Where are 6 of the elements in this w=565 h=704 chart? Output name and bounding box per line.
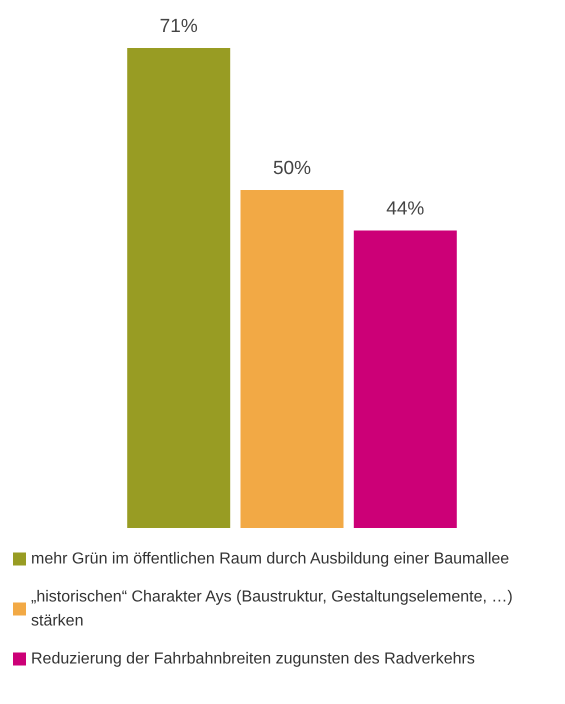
legend-label: mehr Grün im öffentlichen Raum durch Ausbildung einer Baumallee [31,550,510,568]
legend-label: „historischen“ Charakter Ays (Baustruktur, Gestaltungselemente, …) stärken [31,588,518,630]
data-label: 71% [160,16,198,37]
data-label: 44% [386,198,424,220]
data-label: 50% [272,158,312,179]
legend-label: Reduzierung der Fahrbahnbreiten zugunsten des Radverkehrs [31,650,475,668]
